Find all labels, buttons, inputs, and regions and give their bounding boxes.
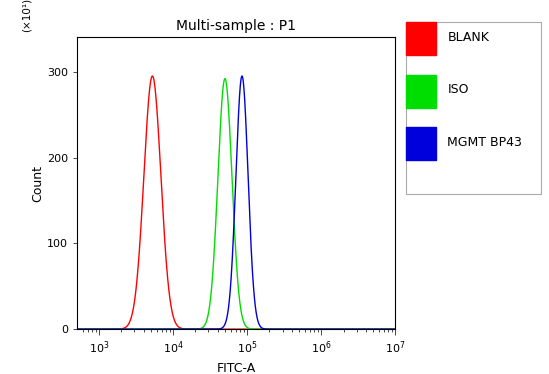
FancyBboxPatch shape [406, 75, 436, 108]
Text: (×10¹): (×10¹) [21, 0, 31, 31]
Text: ISO: ISO [447, 83, 469, 96]
FancyBboxPatch shape [406, 127, 436, 160]
X-axis label: FITC-A: FITC-A [216, 362, 256, 374]
Text: MGMT BP43: MGMT BP43 [447, 136, 522, 148]
Y-axis label: Count: Count [31, 165, 44, 202]
Text: BLANK: BLANK [447, 31, 489, 44]
Title: Multi-sample : P1: Multi-sample : P1 [176, 19, 296, 33]
FancyBboxPatch shape [406, 22, 541, 194]
FancyBboxPatch shape [406, 22, 436, 55]
